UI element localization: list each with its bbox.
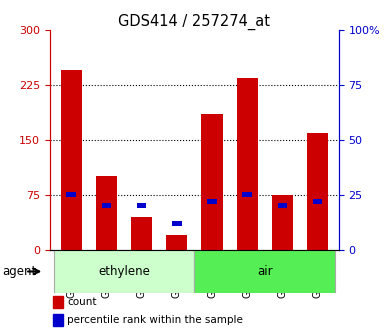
Text: count: count xyxy=(67,297,97,307)
Title: GDS414 / 257274_at: GDS414 / 257274_at xyxy=(119,14,270,30)
Bar xyxy=(172,221,182,226)
Bar xyxy=(237,78,258,250)
Bar xyxy=(96,176,117,250)
Bar xyxy=(243,192,252,197)
Bar xyxy=(131,217,152,250)
Bar xyxy=(54,250,194,293)
Bar xyxy=(137,203,146,208)
Bar xyxy=(278,203,287,208)
Text: agent: agent xyxy=(2,265,36,278)
Bar xyxy=(102,203,111,208)
Bar xyxy=(53,314,63,326)
Text: ethylene: ethylene xyxy=(98,265,150,278)
Bar xyxy=(201,114,223,250)
Bar xyxy=(194,250,335,293)
Bar xyxy=(166,235,187,250)
Bar xyxy=(313,199,322,204)
Bar xyxy=(207,199,217,204)
Bar xyxy=(307,133,328,250)
Text: percentile rank within the sample: percentile rank within the sample xyxy=(67,315,243,325)
Bar xyxy=(60,71,82,250)
Text: air: air xyxy=(257,265,273,278)
Bar xyxy=(272,195,293,250)
Bar xyxy=(53,296,63,308)
Bar xyxy=(67,192,76,197)
